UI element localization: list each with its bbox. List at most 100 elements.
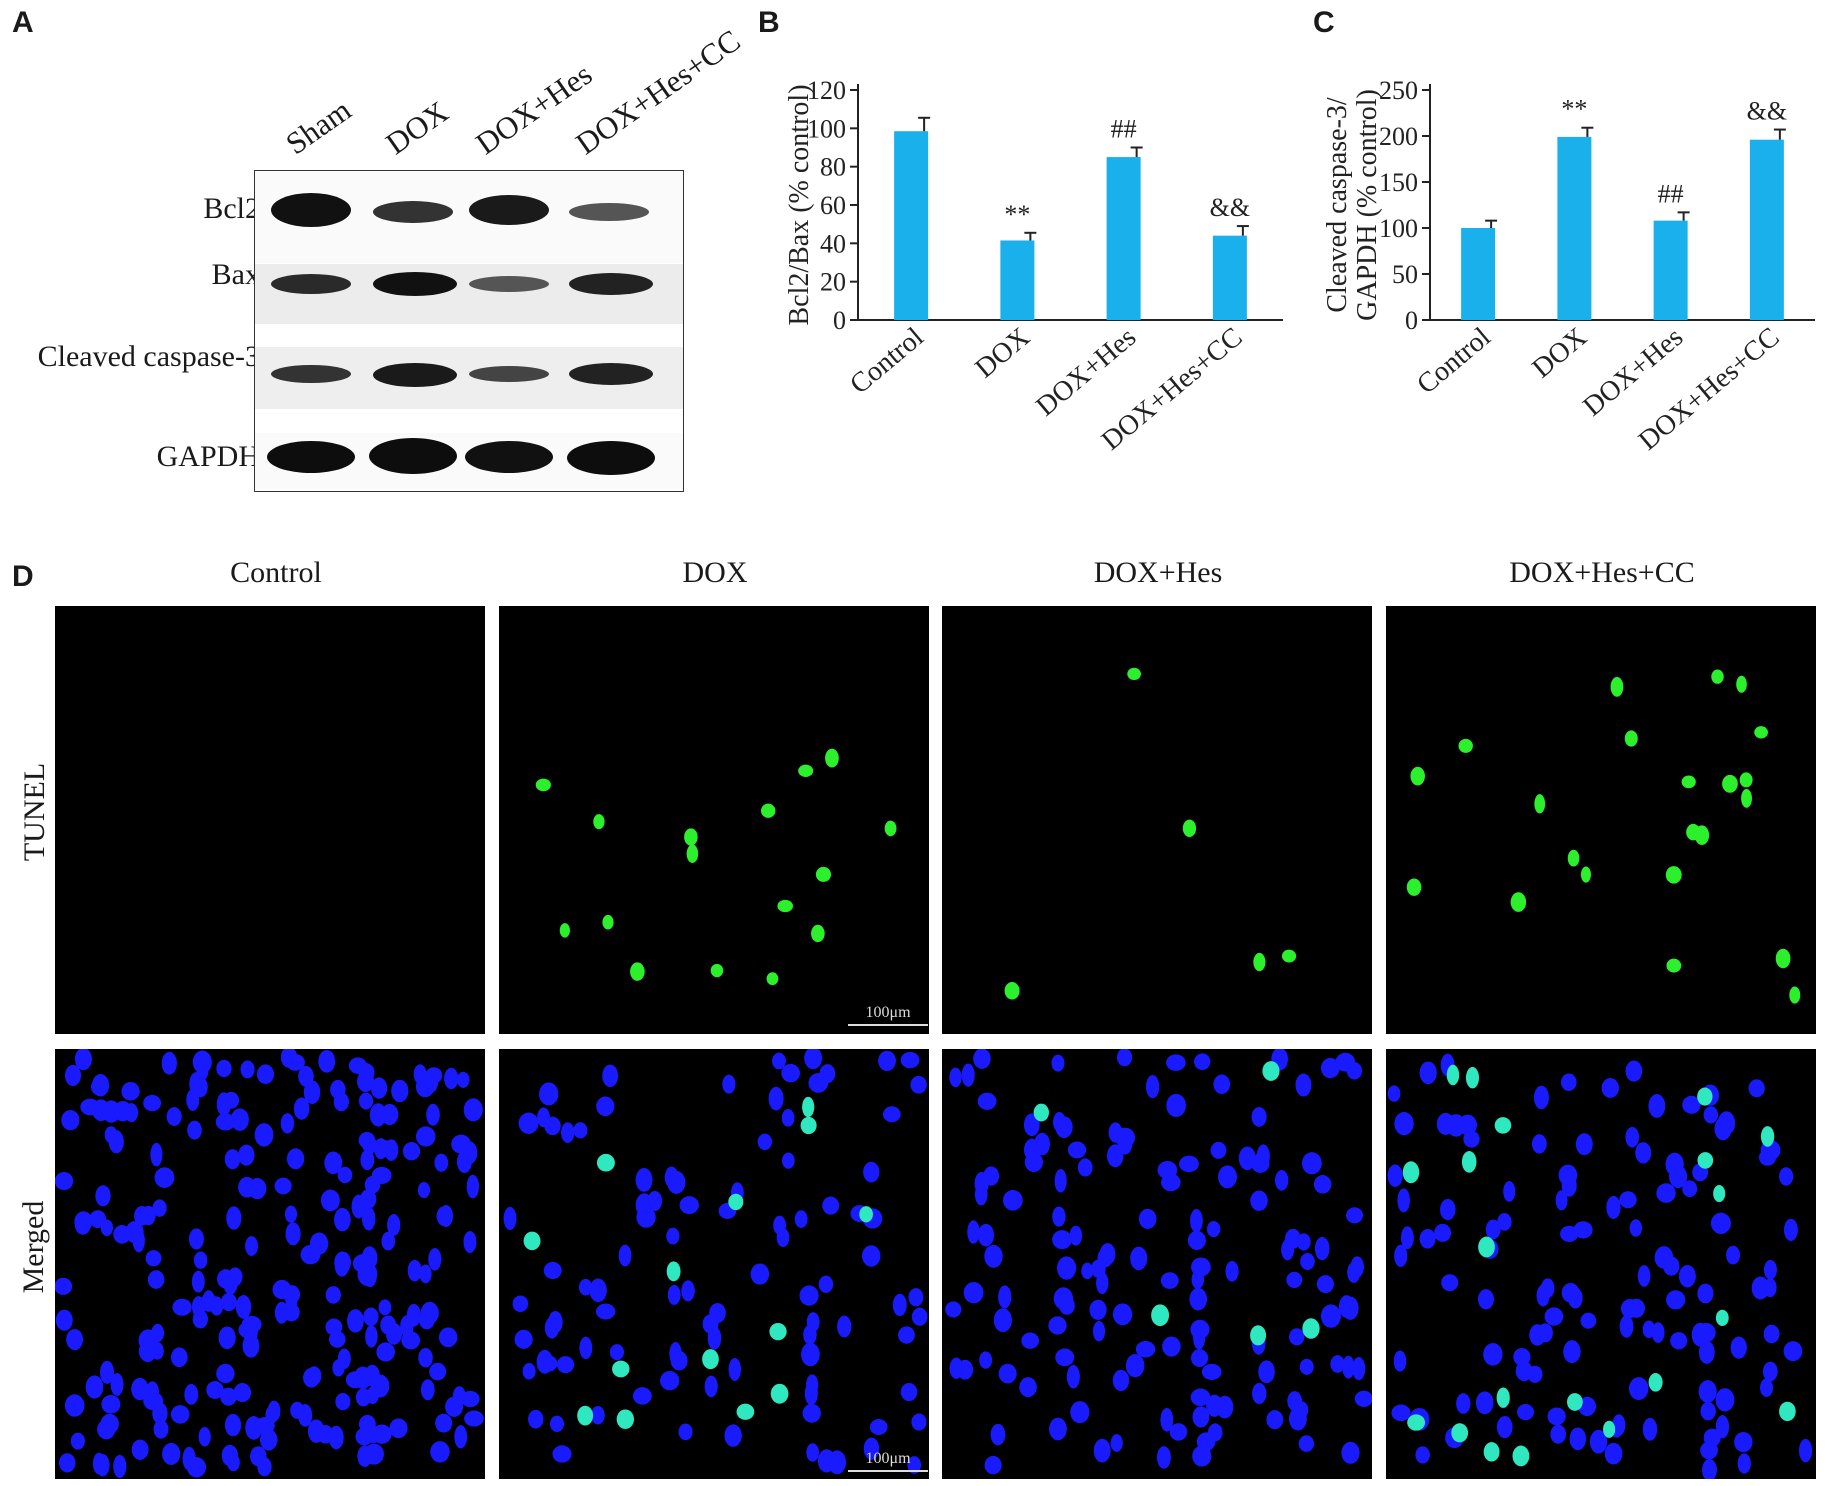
nucleus — [806, 1374, 819, 1395]
tunel-positive-nucleus — [736, 1403, 755, 1420]
x-tick-label: DOX — [1526, 322, 1592, 385]
nucleus — [365, 1325, 378, 1348]
nucleus — [74, 1211, 93, 1232]
nucleus — [220, 1292, 237, 1312]
tunel-positive-nucleus — [728, 1193, 744, 1211]
nucleus — [429, 1362, 447, 1381]
nucleus — [333, 1092, 349, 1112]
nucleus — [1397, 1188, 1410, 1213]
nucleus — [1563, 1340, 1581, 1364]
y-tick-label: 20 — [820, 268, 846, 297]
nucleus — [290, 1401, 305, 1419]
nucleus — [1475, 1391, 1494, 1415]
nucleus — [1190, 1388, 1211, 1407]
nucleus — [1625, 1126, 1640, 1148]
nucleus — [64, 1064, 81, 1087]
nucleus — [1289, 1328, 1305, 1346]
nucleus — [1515, 1361, 1533, 1382]
nucleus — [380, 1315, 397, 1335]
nucleus — [678, 1423, 693, 1441]
nucleus — [1313, 1175, 1332, 1194]
nucleus — [316, 1425, 334, 1444]
y-tick-label: 80 — [820, 153, 846, 182]
blot-band — [373, 363, 457, 387]
nucleus — [1601, 1078, 1619, 1098]
nucleus — [618, 1244, 632, 1267]
nucleus — [728, 1358, 742, 1381]
nucleus — [818, 1275, 834, 1293]
nucleus — [1330, 1355, 1345, 1373]
nucleus — [1189, 1287, 1208, 1311]
tunel-positive-nucleus — [1722, 774, 1738, 793]
nucleus — [1108, 1122, 1123, 1143]
tunel-positive-nucleus — [1250, 1325, 1267, 1346]
nucleus — [293, 1097, 310, 1120]
nucleus — [364, 1443, 384, 1465]
tunel-row-label: Merged — [17, 1200, 50, 1294]
nucleus — [407, 1259, 422, 1282]
nucleus — [90, 1078, 108, 1096]
nucleus — [413, 1064, 427, 1085]
nucleus — [863, 1161, 880, 1183]
blot-lane-label: DOX — [379, 93, 455, 162]
nucleus — [1056, 1256, 1077, 1280]
panel-label-d: D — [12, 560, 34, 593]
tunel-positive-nucleus — [1461, 1150, 1477, 1173]
nucleus — [945, 1301, 962, 1318]
nucleus — [803, 1324, 817, 1345]
nucleus — [1619, 1191, 1637, 1209]
nucleus — [573, 1122, 588, 1139]
tunel-positive-nucleus — [1775, 948, 1791, 969]
nucleus — [375, 1139, 393, 1158]
tunel-positive-nucleus — [666, 1261, 681, 1282]
nucleus — [974, 1183, 988, 1206]
tunel-positive-nucleus — [1715, 1309, 1729, 1326]
nucleus — [435, 1413, 453, 1433]
nucleus — [908, 1288, 924, 1307]
blot-strip-gapdh — [255, 433, 683, 489]
nucleus — [240, 1060, 255, 1079]
nucleus — [1798, 1438, 1813, 1463]
tunel-positive-nucleus — [811, 924, 825, 943]
nucleus — [518, 1112, 539, 1134]
nucleus — [1320, 1057, 1340, 1079]
tunel-positive-nucleus — [1510, 892, 1527, 912]
panel-label-c: C — [1313, 6, 1335, 39]
tunel-positive-nucleus — [1465, 1066, 1480, 1089]
nucleus — [1112, 1303, 1133, 1326]
nucleus — [1354, 1390, 1372, 1407]
tunel-positive-nucleus — [1496, 1387, 1510, 1408]
tunel-positive-nucleus — [760, 803, 776, 818]
nucleus — [961, 1063, 975, 1087]
nucleus — [1783, 1218, 1798, 1241]
nucleus — [466, 1174, 480, 1199]
western-blot-image — [254, 170, 684, 492]
nucleus — [1555, 1190, 1568, 1211]
nucleus — [660, 1371, 680, 1391]
nucleus — [1166, 1093, 1186, 1118]
bar — [1653, 220, 1688, 320]
nucleus — [1700, 1441, 1718, 1460]
nucleus — [666, 1227, 680, 1245]
tunel-positive-nucleus — [1694, 825, 1710, 846]
nucleus — [1516, 1404, 1535, 1421]
nucleus — [402, 1142, 421, 1161]
nucleus — [590, 1406, 605, 1425]
nucleus — [1569, 1427, 1587, 1451]
tunel-positive-nucleus — [1483, 1442, 1500, 1462]
nucleus — [1021, 1332, 1040, 1349]
x-tick-label: Control — [1411, 321, 1497, 400]
nucleus — [1531, 1134, 1547, 1154]
nucleus — [1779, 1167, 1794, 1186]
nucleus — [1561, 1174, 1577, 1197]
nucleus — [363, 1307, 379, 1327]
tunel-positive-nucleus — [766, 972, 779, 986]
nucleus — [1352, 1356, 1366, 1381]
nucleus — [1250, 1190, 1268, 1211]
nucleus — [113, 1224, 131, 1244]
tunel-positive-nucleus — [1739, 772, 1753, 788]
bar — [1000, 240, 1035, 320]
nucleus — [1003, 1189, 1023, 1211]
nucleus — [1054, 1168, 1067, 1193]
nucleus — [556, 1356, 575, 1374]
